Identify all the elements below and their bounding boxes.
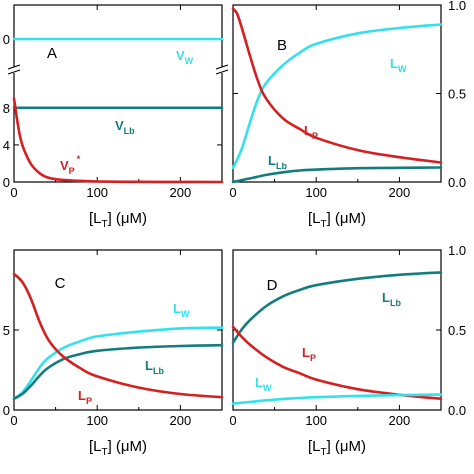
x-tick-label: 0 xyxy=(229,185,236,200)
curve-L_W xyxy=(231,393,443,405)
curve-L_P xyxy=(231,7,443,164)
x-axis-label: [LT] (μM) xyxy=(308,438,366,458)
x-axis-label: [LT] (μM) xyxy=(89,438,147,458)
x-tick-label: 0 xyxy=(229,413,236,428)
y-tick-label-upper: 0 xyxy=(3,32,10,47)
x-tick-label: 100 xyxy=(86,185,108,200)
curve-L_Lb xyxy=(231,166,443,184)
y-tick-label: 0 xyxy=(3,175,10,190)
curve-label-L_Lb: LLb xyxy=(145,358,164,376)
panel-B: 0 100 200 0.0 0.5 1.0 LW LLb LP B [LT] (μM) xyxy=(229,0,466,230)
x-tick-label: 200 xyxy=(170,413,192,428)
x-tick-label: 200 xyxy=(389,413,411,428)
y-tick-label: 8 xyxy=(3,101,10,116)
curve-label-L_P: LP xyxy=(78,388,92,406)
x-tick-label: 0 xyxy=(10,185,17,200)
axis-break-gap xyxy=(217,67,227,73)
curve-label-L_P: LP xyxy=(302,345,316,363)
curve-label-L_Lb: LLb xyxy=(382,290,401,308)
axis-break-mark xyxy=(7,69,21,75)
x-tick-label: 200 xyxy=(170,185,192,200)
curve-L_P xyxy=(231,325,443,401)
curve-label-L_W: LW xyxy=(255,375,272,393)
panel-D: 0 100 200 0.0 0.5 1.0 LLb LP LW D [LT] (μM) xyxy=(229,243,466,458)
x-axis-label: [LT] (μM) xyxy=(308,210,366,230)
axis-break-mark xyxy=(215,69,229,75)
panel-letter: B xyxy=(277,37,287,54)
x-axis-label: [LT] (μM) xyxy=(89,210,147,230)
x-tick-label: 0 xyxy=(10,413,17,428)
axis-break-mark xyxy=(215,64,229,70)
x-tick-label: 100 xyxy=(305,185,327,200)
panel-C: 0 100 200 0 5 LW LLb LP C [LT] (μM) xyxy=(3,249,224,458)
panel-letter: D xyxy=(267,277,278,294)
curve-L_P xyxy=(12,272,224,399)
curve-label-L_W: LW xyxy=(173,301,190,319)
panel-A: 0 100 200 0 4 8 0 VW VLb VP* A [LT] (μM) xyxy=(3,4,229,230)
axis-break-gap xyxy=(9,67,19,73)
y-tick-label: 0.0 xyxy=(448,403,466,418)
y-tick-label: 0 xyxy=(3,403,10,418)
curve-label-V_Lb: VLb xyxy=(115,118,135,136)
y-tick-label: 4 xyxy=(3,138,10,153)
curve-L_W xyxy=(231,23,443,170)
y-tick-label: 0.5 xyxy=(448,87,466,102)
curve-V*_P xyxy=(12,97,224,184)
x-tick-label: 200 xyxy=(389,185,411,200)
curve-label-L_P: LP xyxy=(304,123,318,141)
panel-letter: C xyxy=(55,275,66,292)
curve-L_W xyxy=(12,326,224,401)
y-tick-label: 1.0 xyxy=(448,243,466,258)
x-tick-label: 100 xyxy=(305,413,327,428)
y-tick-label: 5 xyxy=(3,323,10,338)
curve-L_Lb xyxy=(231,271,443,345)
plot-frame xyxy=(13,249,223,411)
curve-label-V*_P: VP* xyxy=(60,154,81,176)
curve-L_Lb xyxy=(12,343,224,401)
axis-break-mark xyxy=(7,64,21,70)
curve-label-L_Lb: LLb xyxy=(268,153,287,171)
panel-letter: A xyxy=(47,45,57,62)
plot-frame xyxy=(13,4,223,183)
y-tick-label: 0.5 xyxy=(448,323,466,338)
y-tick-label: 1.0 xyxy=(448,0,466,13)
curve-label-L_W: LW xyxy=(390,56,407,74)
x-tick-label: 100 xyxy=(86,413,108,428)
y-tick-label: 0.0 xyxy=(448,175,466,190)
curve-label-V_W: VW xyxy=(176,48,194,66)
